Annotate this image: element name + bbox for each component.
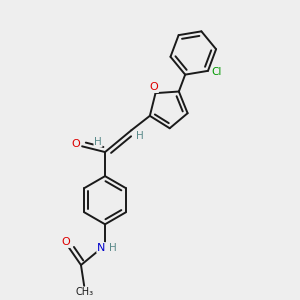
Text: Cl: Cl [212, 68, 222, 77]
Text: O: O [62, 237, 70, 247]
Text: O: O [149, 82, 158, 92]
Text: O: O [72, 139, 80, 149]
Text: H: H [109, 243, 117, 253]
Text: H: H [94, 137, 102, 147]
Text: CH₃: CH₃ [75, 287, 93, 297]
Text: H: H [136, 131, 143, 141]
Text: N: N [97, 243, 105, 253]
